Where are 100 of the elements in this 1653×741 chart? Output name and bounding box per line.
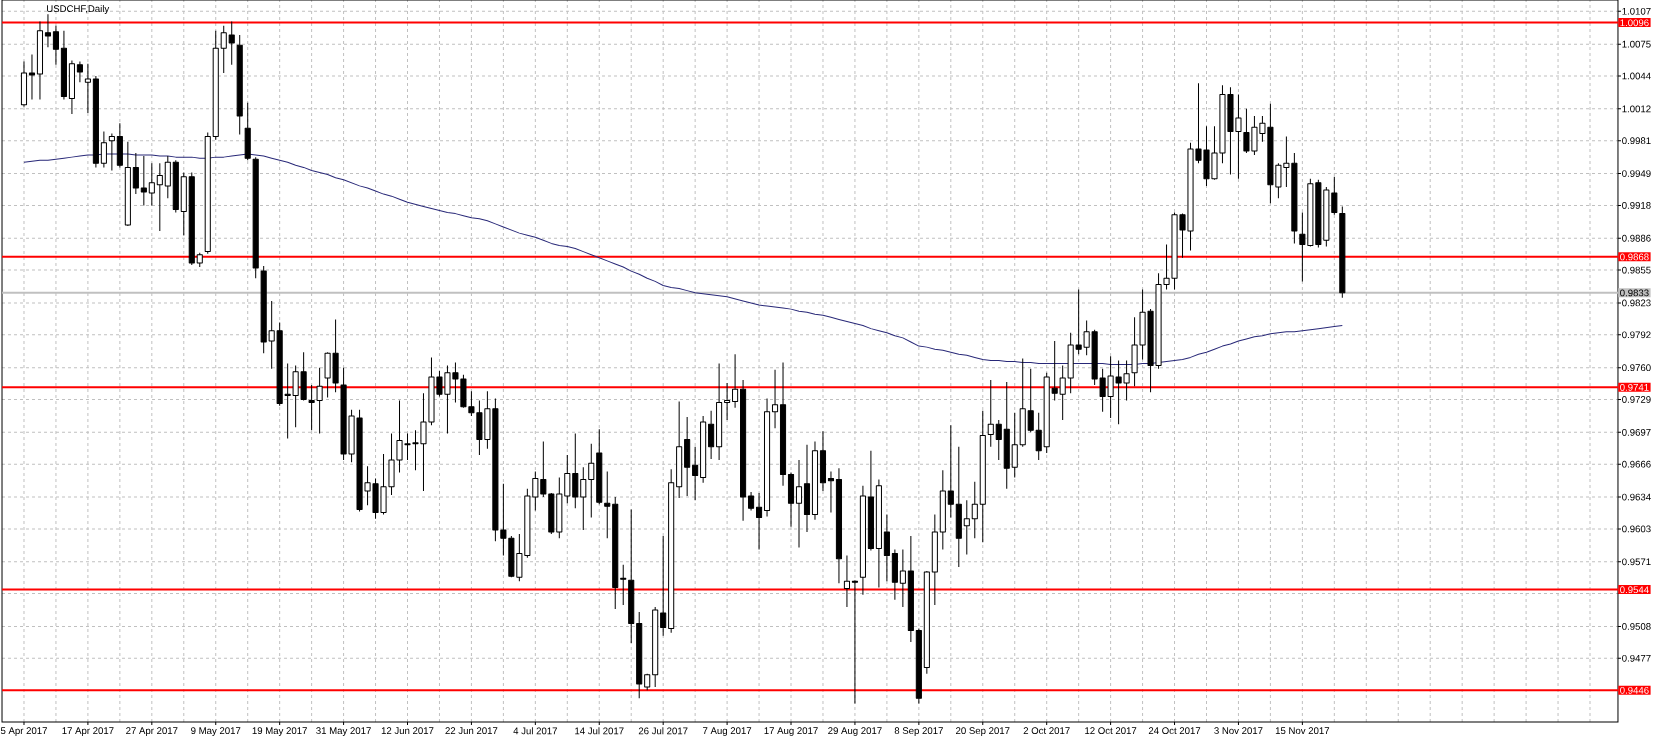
candlestick — [1019, 357, 1026, 448]
candlestick — [756, 492, 763, 550]
candlestick — [1003, 381, 1010, 490]
chart-title: USDCHF,Daily — [47, 5, 110, 14]
candlestick — [652, 606, 659, 688]
x-tick-label: 15 Nov 2017 — [1275, 727, 1330, 735]
candlestick — [955, 446, 962, 568]
candlestick — [84, 63, 91, 114]
ref-line-label: 0.9833 — [1620, 289, 1649, 297]
x-tick-label: 3 Nov 2017 — [1214, 727, 1263, 735]
y-tick-label: 0.9571 — [1622, 558, 1651, 566]
candlestick — [811, 441, 819, 521]
candlestick — [1339, 205, 1346, 299]
candlestick — [931, 514, 938, 606]
y-tick-label: 0.9603 — [1622, 525, 1651, 533]
x-tick-label: 12 Oct 2017 — [1085, 727, 1137, 735]
candlestick — [604, 470, 611, 539]
candlestick — [732, 353, 739, 409]
ref-line-label: 0.9741 — [1620, 383, 1649, 391]
candlestick — [660, 535, 667, 637]
candlestick — [196, 252, 203, 268]
x-tick-label: 19 May 2017 — [252, 727, 307, 736]
candlestick — [628, 508, 635, 644]
y-tick-label: 0.9760 — [1622, 364, 1651, 372]
candlestick — [220, 25, 227, 74]
y-tick-label: 0.9918 — [1622, 202, 1651, 209]
candlestick — [156, 162, 163, 232]
candlestick — [588, 443, 595, 519]
ref-line-label: 0.9868 — [1620, 253, 1649, 261]
candlestick — [947, 424, 954, 519]
candlestick — [68, 60, 75, 115]
x-tick-label: 9 May 2017 — [191, 727, 241, 736]
y-tick-label: 0.9666 — [1622, 460, 1651, 468]
candlestick — [20, 61, 28, 108]
candlestick — [204, 131, 211, 255]
y-tick-label: 0.9634 — [1622, 493, 1651, 501]
y-tick-label: 1.0107 — [1622, 7, 1651, 15]
y-tick-label: 1.0044 — [1622, 72, 1651, 80]
candlestick — [779, 362, 787, 487]
candlestick — [899, 548, 906, 608]
y-tick-label: 1.0075 — [1622, 40, 1651, 48]
y-tick-label: 0.9949 — [1622, 170, 1651, 177]
x-tick-label: 17 Apr 2017 — [62, 727, 114, 736]
candlestick — [180, 172, 187, 236]
candlestick — [500, 483, 507, 557]
y-tick-label: 0.9508 — [1622, 623, 1651, 630]
y-tick-label: 0.9697 — [1622, 428, 1651, 436]
candlestick — [228, 21, 235, 66]
candlestick — [108, 133, 115, 171]
candlestick — [923, 570, 930, 675]
candlestick — [907, 535, 914, 643]
candlestick — [835, 467, 843, 584]
candlestick — [212, 30, 219, 141]
candlestick — [140, 155, 147, 206]
x-tick-label: 5 Apr 2017 — [0, 727, 47, 736]
candlestick — [44, 13, 52, 48]
candlestick — [867, 450, 874, 551]
y-tick-label: 0.9823 — [1622, 299, 1651, 307]
candlestick — [971, 481, 978, 539]
candlestick — [124, 141, 131, 227]
x-tick-label: 20 Sep 2017 — [956, 727, 1010, 736]
candlestick — [843, 555, 850, 608]
ref-line-label: 1.0096 — [1620, 19, 1649, 27]
candlestick — [692, 446, 699, 501]
candlestick — [52, 25, 59, 66]
candlestick — [76, 61, 83, 83]
candlestick — [851, 579, 858, 704]
candlestick — [803, 444, 811, 533]
candlestick — [92, 75, 99, 168]
candlestick — [771, 369, 779, 429]
candlestick — [716, 363, 723, 461]
x-tick-label: 8 Sep 2017 — [894, 727, 943, 736]
ref-line-label: 0.9544 — [1620, 586, 1649, 594]
y-tick-label: 0.9792 — [1622, 331, 1651, 339]
candlestick — [236, 34, 243, 136]
candlestick — [787, 471, 795, 528]
candlestick — [763, 397, 771, 518]
candlestick — [740, 379, 747, 522]
candlestick — [668, 468, 675, 634]
candlestick — [644, 673, 651, 691]
candlestick — [132, 152, 139, 195]
candlestick — [891, 548, 898, 601]
candlestick — [244, 102, 251, 161]
y-tick-label: 0.9729 — [1622, 396, 1651, 403]
x-tick-label: 31 May 2017 — [316, 727, 371, 736]
candlestick — [188, 172, 195, 266]
candlestick — [684, 416, 691, 497]
y-tick-label: 1.0012 — [1622, 105, 1651, 113]
y-tick-label: 0.9886 — [1622, 234, 1651, 242]
candlestick — [748, 491, 755, 511]
candlestick — [676, 401, 683, 499]
candlestick — [1011, 412, 1018, 479]
candlestick — [995, 419, 1002, 461]
candlestick — [60, 30, 67, 101]
candlestick — [987, 379, 994, 448]
candlestick — [915, 628, 922, 704]
candlestick — [612, 496, 619, 610]
ref-line-label: 0.9446 — [1620, 686, 1649, 694]
x-tick-label: 26 Jul 2017 — [638, 727, 688, 735]
candlestick — [700, 415, 707, 484]
